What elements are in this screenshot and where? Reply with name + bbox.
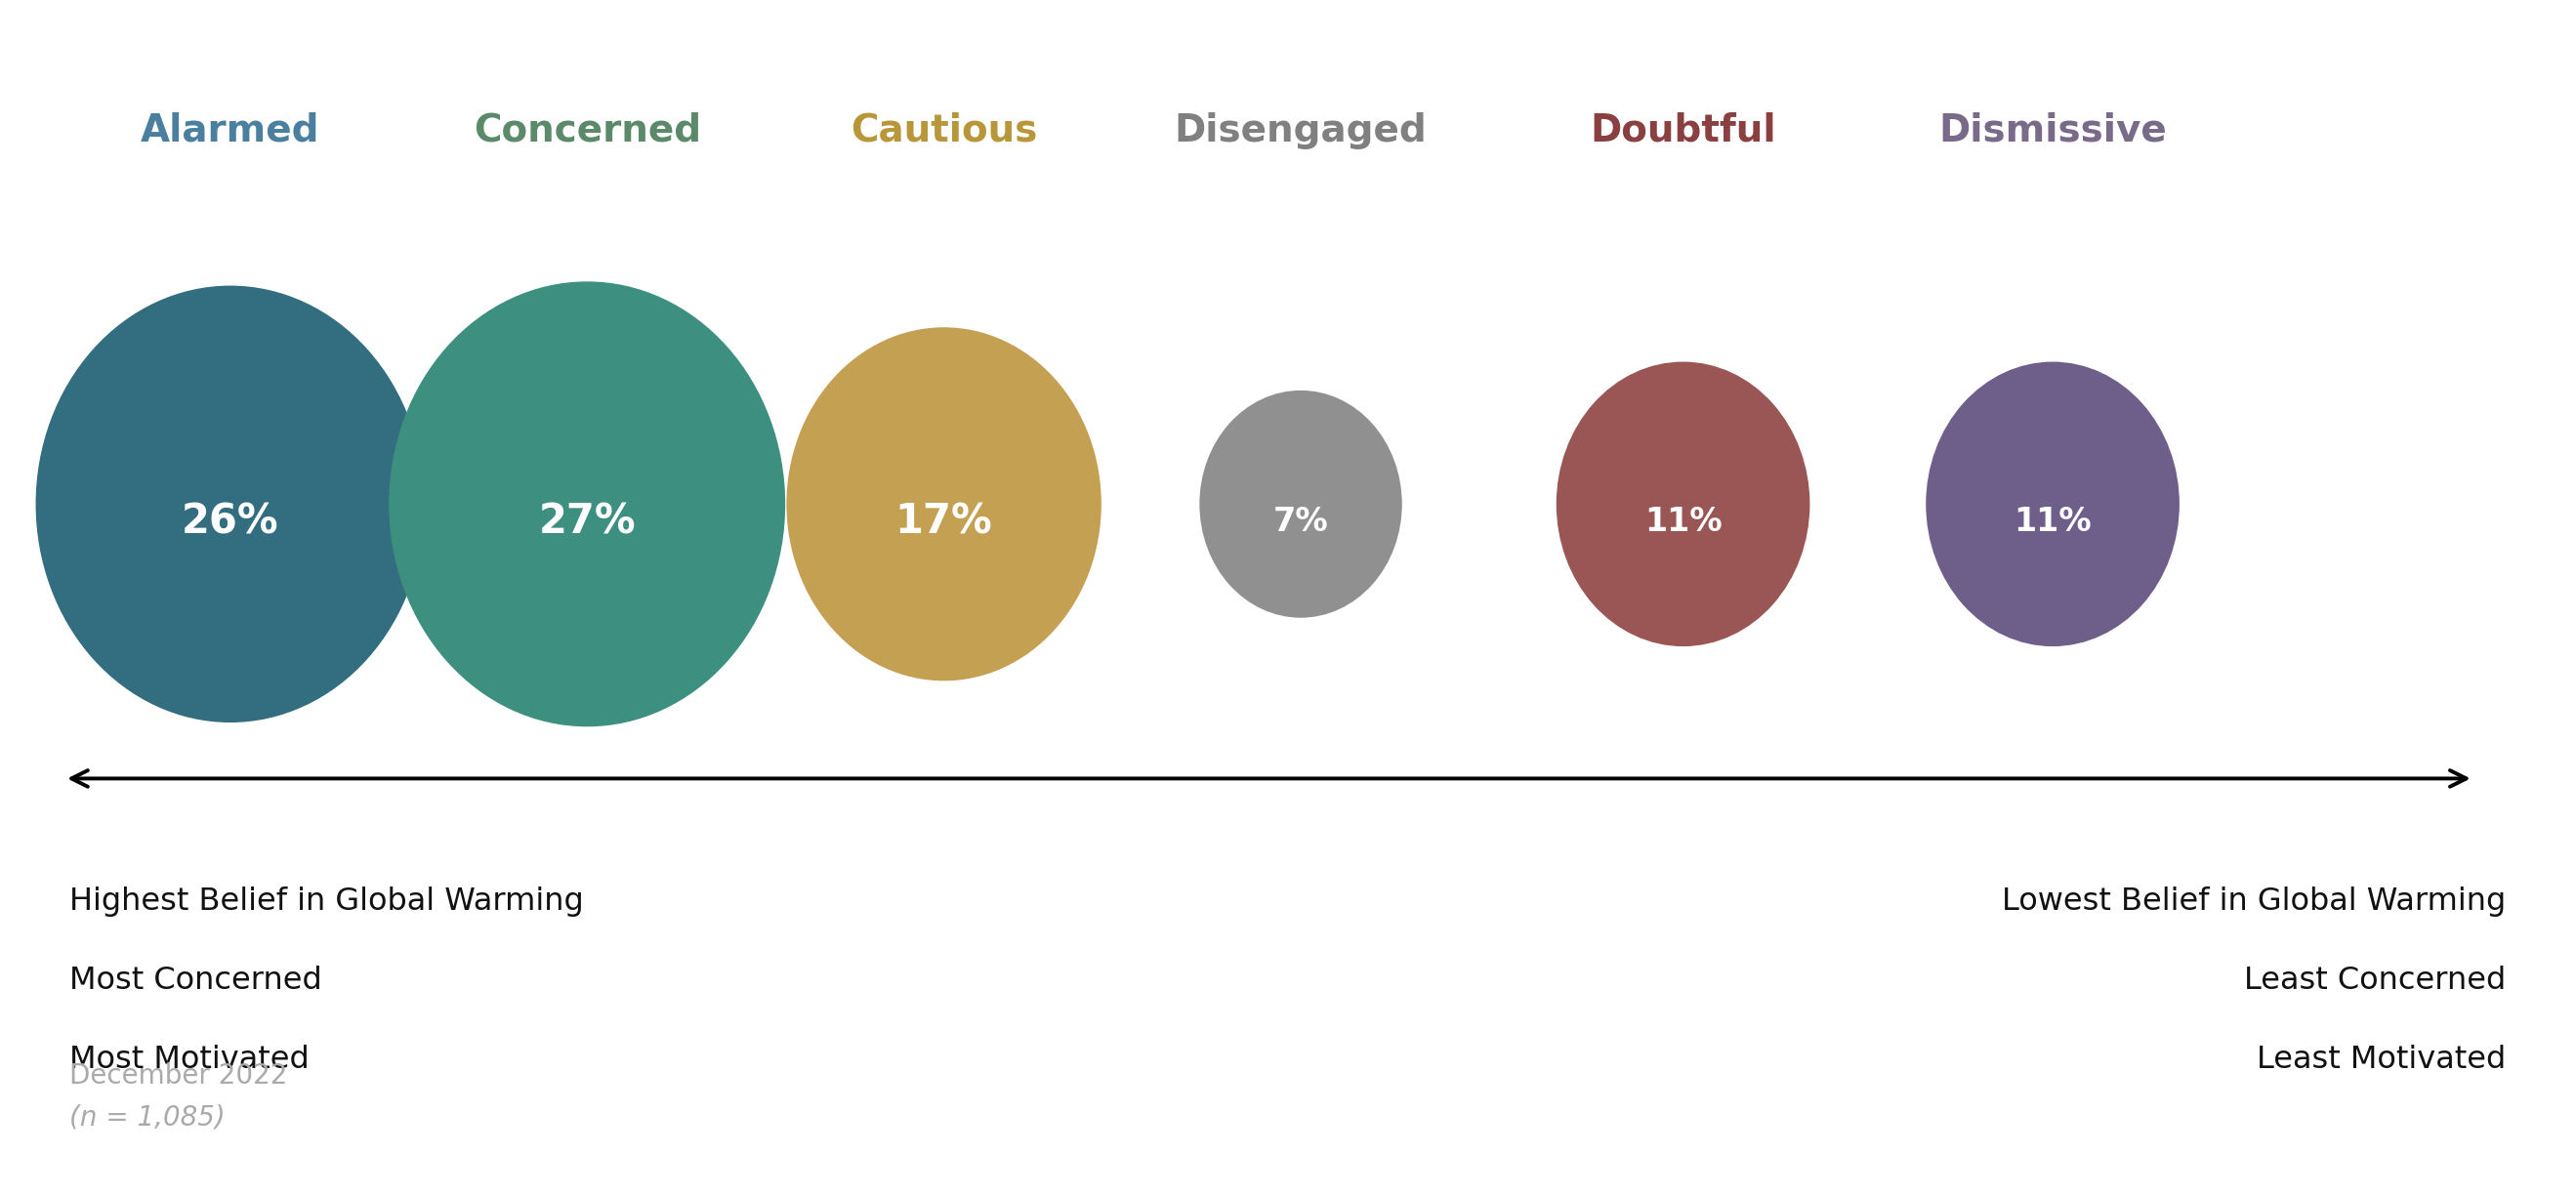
- Text: Lowest Belief in Global Warming: Lowest Belief in Global Warming: [2002, 885, 2506, 917]
- Text: 26%: 26%: [180, 501, 278, 543]
- Text: December 2022: December 2022: [70, 1062, 289, 1090]
- Text: Cautious: Cautious: [850, 112, 1038, 149]
- Text: Least Motivated: Least Motivated: [2257, 1044, 2506, 1076]
- Text: Highest Belief in Global Warming: Highest Belief in Global Warming: [70, 885, 585, 917]
- Ellipse shape: [1200, 391, 1401, 617]
- Text: Concerned: Concerned: [474, 112, 701, 149]
- Text: 7%: 7%: [1273, 505, 1329, 538]
- Text: Alarmed: Alarmed: [142, 112, 319, 149]
- Ellipse shape: [1927, 362, 2179, 645]
- Text: Disengaged: Disengaged: [1175, 112, 1427, 149]
- Text: Most Concerned: Most Concerned: [70, 966, 322, 995]
- Ellipse shape: [36, 287, 425, 722]
- Text: 27%: 27%: [538, 501, 636, 543]
- Ellipse shape: [389, 282, 786, 727]
- Text: (n = 1,085): (n = 1,085): [70, 1103, 227, 1130]
- Text: Least Concerned: Least Concerned: [2244, 966, 2506, 995]
- Ellipse shape: [788, 327, 1100, 680]
- Text: 17%: 17%: [896, 501, 992, 543]
- Text: Most Motivated: Most Motivated: [70, 1044, 309, 1076]
- Text: Dismissive: Dismissive: [1940, 112, 2166, 149]
- Ellipse shape: [1556, 362, 1808, 645]
- Text: 11%: 11%: [1643, 505, 1721, 538]
- Text: 11%: 11%: [2014, 505, 2092, 538]
- Text: Doubtful: Doubtful: [1589, 112, 1775, 149]
